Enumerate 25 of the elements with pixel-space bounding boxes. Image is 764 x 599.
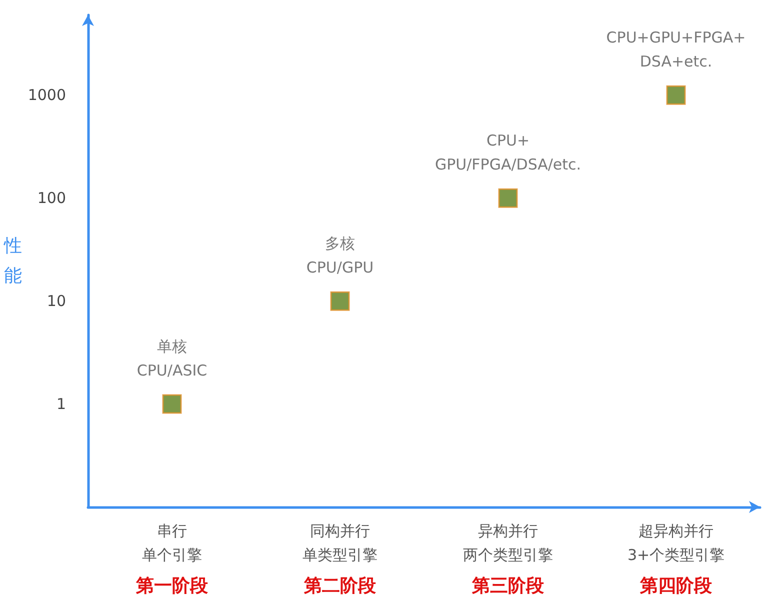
point [498,188,518,208]
x-tick-label: 异构并行 [478,522,538,540]
text: 第一阶段 [135,576,209,596]
data-label: 单核 CPU/ASIC [136,337,208,380]
point [330,291,350,311]
point [162,394,182,414]
y-tick-label: 100 [37,189,66,208]
text: 3+个类型引擎 [627,546,725,564]
text: 单类型引擎 [302,546,378,564]
x-tick-label: 同构并行 [310,522,370,540]
text: 两个类型引擎 [463,546,553,564]
y-tick-label: 1000 [28,86,66,104]
data-label: CPU+ GPU/FPGA/DSA/etc. [434,131,582,174]
y-axis-title: 性能 [2,236,22,286]
y-tick-label: 10 [46,292,66,310]
text: 第三阶段 [471,576,545,596]
data-label: 多核 CPU/GPU [306,234,374,276]
x-tick-label: 串行 [157,522,187,540]
text: 第二阶段 [303,576,377,596]
y-tick-label: 1 [56,395,66,414]
text: 第四阶段 [639,576,713,596]
x-tick-label: 超异构并行 [638,522,714,540]
data-label: CPU+GPU+FPGA+ DSA+etc. [606,28,746,70]
text: 单个引擎 [142,546,202,564]
point [666,85,686,105]
